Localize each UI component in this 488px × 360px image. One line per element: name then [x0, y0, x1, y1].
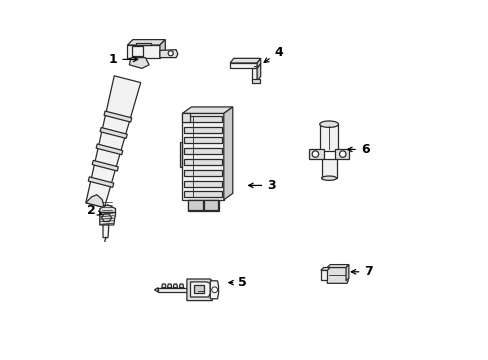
Polygon shape: [100, 212, 115, 225]
Polygon shape: [188, 200, 202, 210]
Polygon shape: [103, 225, 108, 238]
Polygon shape: [326, 265, 348, 267]
Polygon shape: [86, 76, 141, 208]
Circle shape: [339, 151, 346, 157]
Polygon shape: [154, 288, 158, 292]
Polygon shape: [182, 107, 232, 113]
Polygon shape: [319, 124, 338, 151]
Polygon shape: [173, 284, 177, 288]
Polygon shape: [127, 45, 160, 58]
Polygon shape: [320, 270, 326, 280]
Polygon shape: [102, 214, 111, 221]
Circle shape: [168, 51, 173, 56]
Polygon shape: [86, 195, 104, 208]
Polygon shape: [182, 113, 189, 122]
Polygon shape: [230, 63, 257, 68]
Polygon shape: [186, 279, 213, 301]
Polygon shape: [92, 161, 118, 171]
Polygon shape: [184, 192, 222, 197]
Text: 6: 6: [347, 143, 368, 156]
Text: 7: 7: [350, 265, 372, 278]
Polygon shape: [182, 113, 224, 200]
Polygon shape: [132, 46, 142, 56]
Polygon shape: [190, 282, 210, 297]
Polygon shape: [251, 79, 260, 83]
Polygon shape: [158, 288, 186, 292]
Polygon shape: [104, 111, 131, 122]
Polygon shape: [210, 281, 218, 299]
Polygon shape: [167, 284, 171, 288]
Polygon shape: [230, 58, 260, 63]
Text: 4: 4: [264, 46, 283, 62]
Text: 3: 3: [248, 179, 275, 192]
Polygon shape: [326, 267, 347, 283]
Polygon shape: [162, 284, 166, 288]
Polygon shape: [127, 40, 165, 45]
Polygon shape: [309, 149, 323, 159]
Polygon shape: [96, 144, 122, 155]
Polygon shape: [257, 64, 260, 81]
Polygon shape: [88, 177, 114, 187]
Polygon shape: [184, 148, 222, 154]
Polygon shape: [160, 50, 178, 58]
Polygon shape: [160, 40, 165, 58]
Polygon shape: [194, 285, 204, 293]
Polygon shape: [129, 58, 149, 68]
Polygon shape: [184, 127, 222, 132]
Polygon shape: [224, 107, 232, 200]
Polygon shape: [184, 170, 222, 176]
Ellipse shape: [319, 121, 338, 127]
Polygon shape: [184, 116, 222, 122]
Polygon shape: [179, 142, 182, 167]
Polygon shape: [334, 149, 348, 159]
Polygon shape: [100, 205, 115, 220]
Circle shape: [311, 151, 318, 157]
Text: 2: 2: [87, 204, 102, 217]
Polygon shape: [100, 127, 127, 138]
Polygon shape: [321, 159, 336, 178]
Polygon shape: [257, 58, 260, 68]
Polygon shape: [251, 68, 257, 81]
Polygon shape: [179, 284, 183, 288]
Polygon shape: [184, 181, 222, 186]
Circle shape: [211, 287, 217, 293]
Text: 5: 5: [228, 276, 246, 289]
Polygon shape: [203, 200, 218, 210]
Polygon shape: [346, 265, 348, 281]
Polygon shape: [184, 138, 222, 143]
Ellipse shape: [321, 176, 336, 180]
Text: 1: 1: [108, 53, 138, 66]
Polygon shape: [136, 43, 151, 45]
Polygon shape: [184, 159, 222, 165]
Polygon shape: [320, 267, 329, 270]
Polygon shape: [187, 200, 218, 211]
